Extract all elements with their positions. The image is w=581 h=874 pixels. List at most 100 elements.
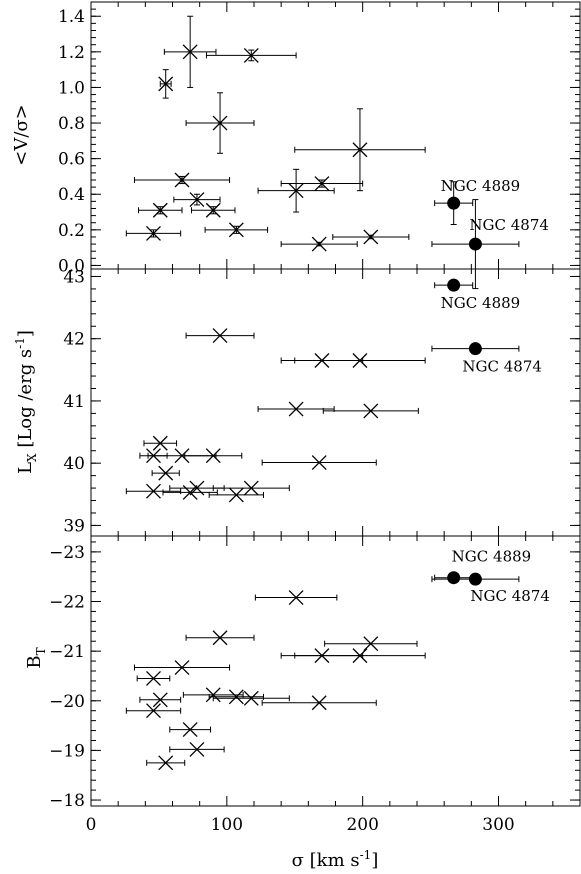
cross-stroke [352, 142, 368, 158]
data-point-cross [254, 590, 338, 606]
data-point-cross [185, 630, 255, 646]
ytick-label: 0.4 [58, 185, 85, 205]
data-point-cross [212, 690, 290, 706]
cross-stroke [146, 703, 161, 719]
cross-stroke [146, 483, 161, 499]
cross-stroke [205, 202, 221, 218]
data-point-cross [261, 455, 377, 471]
cross-stroke [174, 448, 190, 464]
data-point-cross [146, 755, 186, 771]
cross-stroke [152, 435, 168, 451]
xtick-label: 0 [86, 815, 97, 835]
ytick-label: −23 [49, 543, 85, 563]
data-point-cross [139, 692, 182, 708]
ylabel-middle-main: L [15, 462, 36, 474]
ylabel-middle-rest: [Log /erg s [15, 349, 36, 454]
plot-marks [125, 15, 520, 771]
data-point-cross [185, 328, 255, 344]
data-point-cross [158, 69, 174, 99]
ytick-label: −20 [49, 692, 85, 712]
data-point-cross [169, 741, 225, 757]
data-point-cross [125, 483, 182, 499]
xtick-label: 100 [211, 815, 243, 835]
data-point-cross [208, 689, 265, 705]
cross-stroke [243, 690, 259, 706]
cross-stroke [146, 225, 161, 241]
ytick-label: −21 [49, 642, 85, 662]
point-annotation: NGC 4889 [441, 294, 521, 312]
data-point-cross [143, 435, 178, 451]
ytick-label: 40 [63, 454, 85, 474]
data-point-circle [434, 278, 474, 292]
ylabel-bottom: BT [24, 647, 48, 668]
cross-stroke [288, 183, 304, 199]
cross-stroke [363, 403, 379, 419]
ylabel-middle: LX [Log /erg s-1] [13, 330, 39, 474]
cross-stroke [158, 755, 174, 771]
cross-stroke [228, 487, 244, 503]
xtick-label: 300 [482, 815, 514, 835]
data-point-cross [294, 648, 426, 664]
data-point-cross [294, 108, 426, 192]
data-point-cross [257, 168, 335, 213]
ytick-label: 39 [63, 516, 85, 536]
ytick-label: 1.4 [58, 7, 85, 27]
data-point-cross [280, 236, 358, 252]
ylabel-middle-sub: X [25, 453, 39, 462]
data-point-cross [212, 480, 290, 496]
ylabel-bottom-sub: T [34, 647, 48, 655]
cross-stroke [205, 687, 221, 703]
cross-stroke [352, 353, 368, 368]
data-point-cross [125, 225, 182, 241]
cross-stroke [311, 236, 327, 252]
cross-stroke [174, 172, 190, 188]
data-point-circle [434, 571, 474, 585]
ytick-label: −22 [49, 593, 85, 613]
cross-stroke [205, 448, 221, 464]
cross-stroke [352, 648, 368, 664]
cross-stroke [189, 741, 205, 757]
data-point-circle [431, 342, 520, 356]
point-annotation: NGC 4889 [441, 177, 521, 195]
cross-stroke [158, 465, 174, 481]
data-point-cross [294, 353, 426, 368]
ytick-label: −18 [49, 791, 85, 811]
ylabel-top: <V/σ> [11, 104, 32, 166]
cross-stroke [212, 328, 228, 344]
data-point-cross [324, 636, 418, 652]
filled-marker [447, 196, 461, 210]
xlabel-sup: -1 [360, 848, 372, 862]
point-annotation: NGC 4874 [470, 587, 550, 605]
cross-stroke [228, 689, 244, 705]
cross-stroke [182, 44, 198, 60]
cross-stroke [212, 115, 228, 131]
point-annotation: NGC 4889 [452, 548, 532, 566]
data-point-cross [184, 448, 243, 464]
point-annotation: NGC 4874 [469, 216, 549, 234]
xlabel-main: σ [km s [292, 850, 360, 871]
cross-stroke [363, 636, 379, 652]
data-point-cross [322, 403, 419, 419]
filled-marker [468, 572, 482, 586]
ytick-label: −19 [49, 741, 85, 761]
ytick-label: 42 [63, 330, 85, 350]
ytick-label: 0.8 [58, 114, 85, 134]
cross-stroke [288, 401, 304, 417]
data-point-circle [434, 181, 474, 225]
ytick-label: 0.6 [58, 150, 85, 170]
ytick-label: 0.0 [58, 256, 85, 276]
ylabel-middle-end: ] [15, 330, 36, 337]
filled-marker [447, 278, 461, 292]
cross-stroke [311, 455, 327, 471]
ytick-label: 0.2 [58, 221, 85, 241]
data-point-cross [261, 695, 377, 711]
panel-bottom-frame [90, 535, 581, 807]
tick-labels: 0.0 0.2 0.4 0.6 0.8 1.0 1.2 1.4 39 40 41 42 43 −23 −22… [49, 7, 515, 835]
point-annotation: NGC 4874 [462, 358, 542, 376]
ytick-label: 43 [63, 267, 85, 287]
data-point-cross [332, 229, 410, 245]
cross-stroke [228, 222, 244, 238]
cross-stroke [189, 480, 205, 496]
filled-marker [447, 571, 461, 585]
